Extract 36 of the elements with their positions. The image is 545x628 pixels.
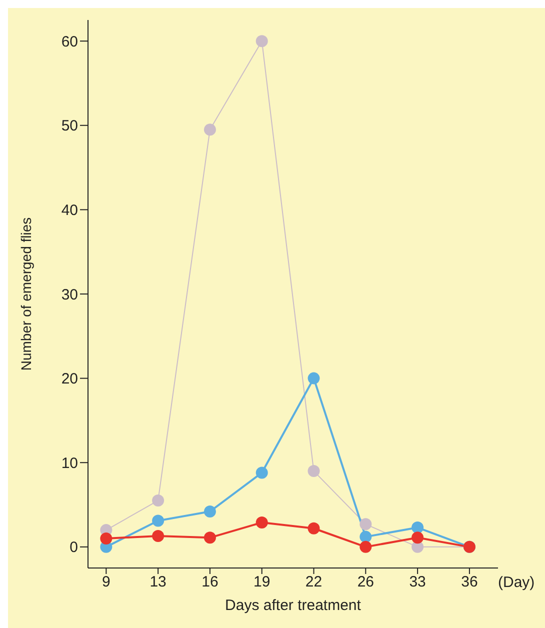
point <box>152 494 164 507</box>
point <box>308 465 320 478</box>
point <box>100 532 112 544</box>
y-tick-label: 0 <box>70 539 78 556</box>
x-tick-label: 26 <box>357 574 374 591</box>
point <box>256 516 268 528</box>
point <box>204 124 216 136</box>
point <box>360 530 372 543</box>
point <box>204 532 216 544</box>
point <box>412 522 424 534</box>
point <box>412 532 424 544</box>
x-tick-label: 33 <box>409 574 426 591</box>
x-tick-label: 22 <box>305 574 322 591</box>
point <box>308 372 320 384</box>
point <box>360 518 372 530</box>
x-tick-label: 36 <box>461 574 478 591</box>
point <box>152 530 164 542</box>
x-tick-label: 9 <box>102 574 110 591</box>
point <box>204 506 216 518</box>
text: (Day) <box>498 574 535 591</box>
point <box>152 514 164 527</box>
x-tick-label: 19 <box>254 574 270 591</box>
x-axis-title: Days after treatment <box>225 597 362 614</box>
y-axis-title: Number of emerged flies <box>18 217 34 371</box>
y-tick-label: 10 <box>61 454 78 472</box>
y-tick-label: 20 <box>61 370 78 388</box>
x-tick-label: 13 <box>150 574 166 591</box>
x-tick-label: 16 <box>202 574 218 591</box>
point <box>256 466 268 479</box>
y-tick-label: 30 <box>61 286 78 304</box>
y-tick-label: 60 <box>61 33 78 50</box>
y-tick-label: 50 <box>61 118 78 135</box>
y-tick-label: 40 <box>61 202 78 220</box>
point <box>256 35 268 48</box>
point <box>308 522 320 534</box>
point <box>360 540 372 553</box>
